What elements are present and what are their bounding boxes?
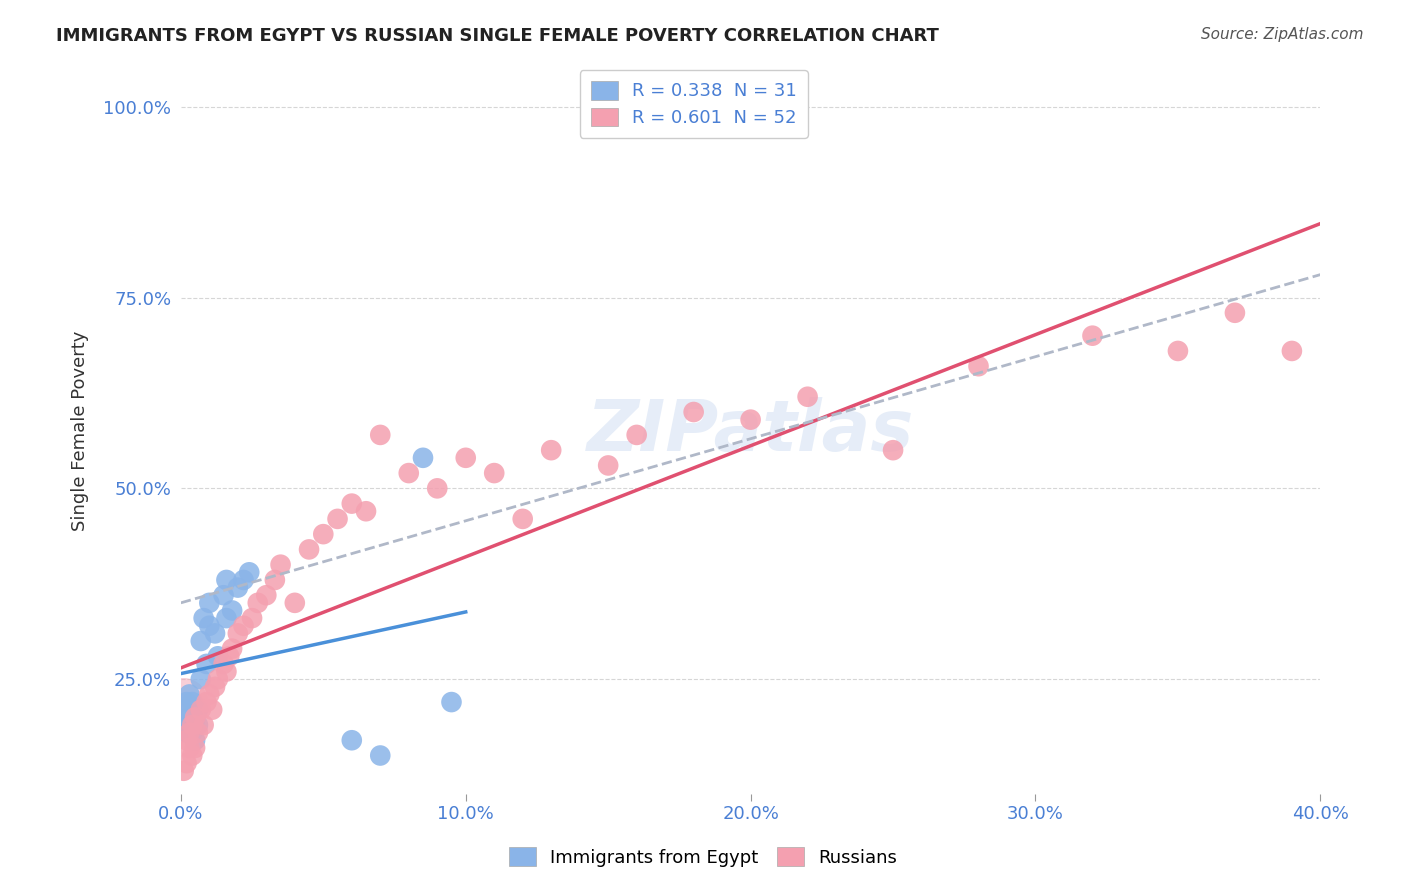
Point bbox=[226, 626, 249, 640]
Point bbox=[368, 748, 391, 763]
Point bbox=[326, 512, 349, 526]
Point bbox=[181, 695, 204, 709]
Point bbox=[181, 718, 204, 732]
Text: Source: ZipAtlas.com: Source: ZipAtlas.com bbox=[1201, 27, 1364, 42]
Point bbox=[426, 481, 449, 495]
Point bbox=[540, 443, 562, 458]
Point bbox=[204, 680, 226, 694]
Point bbox=[198, 596, 221, 610]
Point bbox=[246, 596, 269, 610]
Point bbox=[212, 657, 235, 671]
Point bbox=[1223, 306, 1246, 320]
Point bbox=[190, 703, 212, 717]
Point bbox=[368, 428, 391, 442]
Point bbox=[1281, 343, 1303, 358]
Point bbox=[184, 733, 207, 747]
Point bbox=[195, 657, 218, 671]
Point bbox=[796, 390, 818, 404]
Point bbox=[221, 641, 243, 656]
Point bbox=[179, 688, 201, 702]
Point bbox=[193, 718, 215, 732]
Point bbox=[184, 710, 207, 724]
Point bbox=[254, 588, 277, 602]
Point bbox=[240, 611, 263, 625]
Point bbox=[187, 718, 209, 732]
Point bbox=[440, 695, 463, 709]
Point bbox=[1167, 343, 1189, 358]
Point bbox=[179, 710, 201, 724]
Point bbox=[181, 748, 204, 763]
Point bbox=[181, 725, 204, 739]
Point bbox=[179, 740, 201, 755]
Point bbox=[204, 626, 226, 640]
Point bbox=[967, 359, 990, 374]
Legend: Immigrants from Egypt, Russians: Immigrants from Egypt, Russians bbox=[502, 840, 904, 874]
Point bbox=[598, 458, 620, 473]
Point bbox=[179, 725, 201, 739]
Point bbox=[340, 497, 363, 511]
Point bbox=[198, 619, 221, 633]
Point bbox=[312, 527, 335, 541]
Point bbox=[215, 611, 238, 625]
Point bbox=[232, 619, 254, 633]
Point bbox=[176, 733, 198, 747]
Point bbox=[626, 428, 648, 442]
Text: IMMIGRANTS FROM EGYPT VS RUSSIAN SINGLE FEMALE POVERTY CORRELATION CHART: IMMIGRANTS FROM EGYPT VS RUSSIAN SINGLE … bbox=[56, 27, 939, 45]
Point bbox=[173, 695, 195, 709]
Point bbox=[207, 649, 229, 664]
Point bbox=[198, 688, 221, 702]
Y-axis label: Single Female Poverty: Single Female Poverty bbox=[72, 331, 89, 532]
Point bbox=[184, 718, 207, 732]
Point bbox=[173, 703, 195, 717]
Point bbox=[398, 466, 420, 480]
Point bbox=[179, 718, 201, 732]
Point bbox=[263, 573, 285, 587]
Point bbox=[412, 450, 434, 465]
Point bbox=[176, 695, 198, 709]
Point bbox=[512, 512, 534, 526]
Point bbox=[284, 596, 307, 610]
Point bbox=[740, 412, 762, 426]
Legend: R = 0.338  N = 31, R = 0.601  N = 52: R = 0.338 N = 31, R = 0.601 N = 52 bbox=[579, 70, 807, 138]
Point bbox=[215, 573, 238, 587]
Point bbox=[682, 405, 704, 419]
Point bbox=[484, 466, 506, 480]
Point bbox=[173, 764, 195, 778]
Point bbox=[190, 672, 212, 686]
Point bbox=[882, 443, 904, 458]
Point bbox=[176, 725, 198, 739]
Point bbox=[354, 504, 377, 518]
Point bbox=[215, 665, 238, 679]
Point bbox=[232, 573, 254, 587]
Point bbox=[187, 703, 209, 717]
Point bbox=[270, 558, 292, 572]
Point bbox=[176, 756, 198, 771]
Point bbox=[218, 649, 240, 664]
Point bbox=[340, 733, 363, 747]
Point bbox=[298, 542, 321, 557]
Point bbox=[184, 740, 207, 755]
Point bbox=[226, 581, 249, 595]
Point bbox=[187, 725, 209, 739]
Point bbox=[201, 703, 224, 717]
Text: ZIPatlas: ZIPatlas bbox=[586, 397, 914, 466]
Point bbox=[238, 566, 260, 580]
Point bbox=[221, 603, 243, 617]
Point bbox=[454, 450, 477, 465]
Point bbox=[195, 695, 218, 709]
Point bbox=[193, 611, 215, 625]
Point bbox=[190, 634, 212, 648]
Point bbox=[212, 588, 235, 602]
Point bbox=[1081, 328, 1104, 343]
Point bbox=[207, 672, 229, 686]
